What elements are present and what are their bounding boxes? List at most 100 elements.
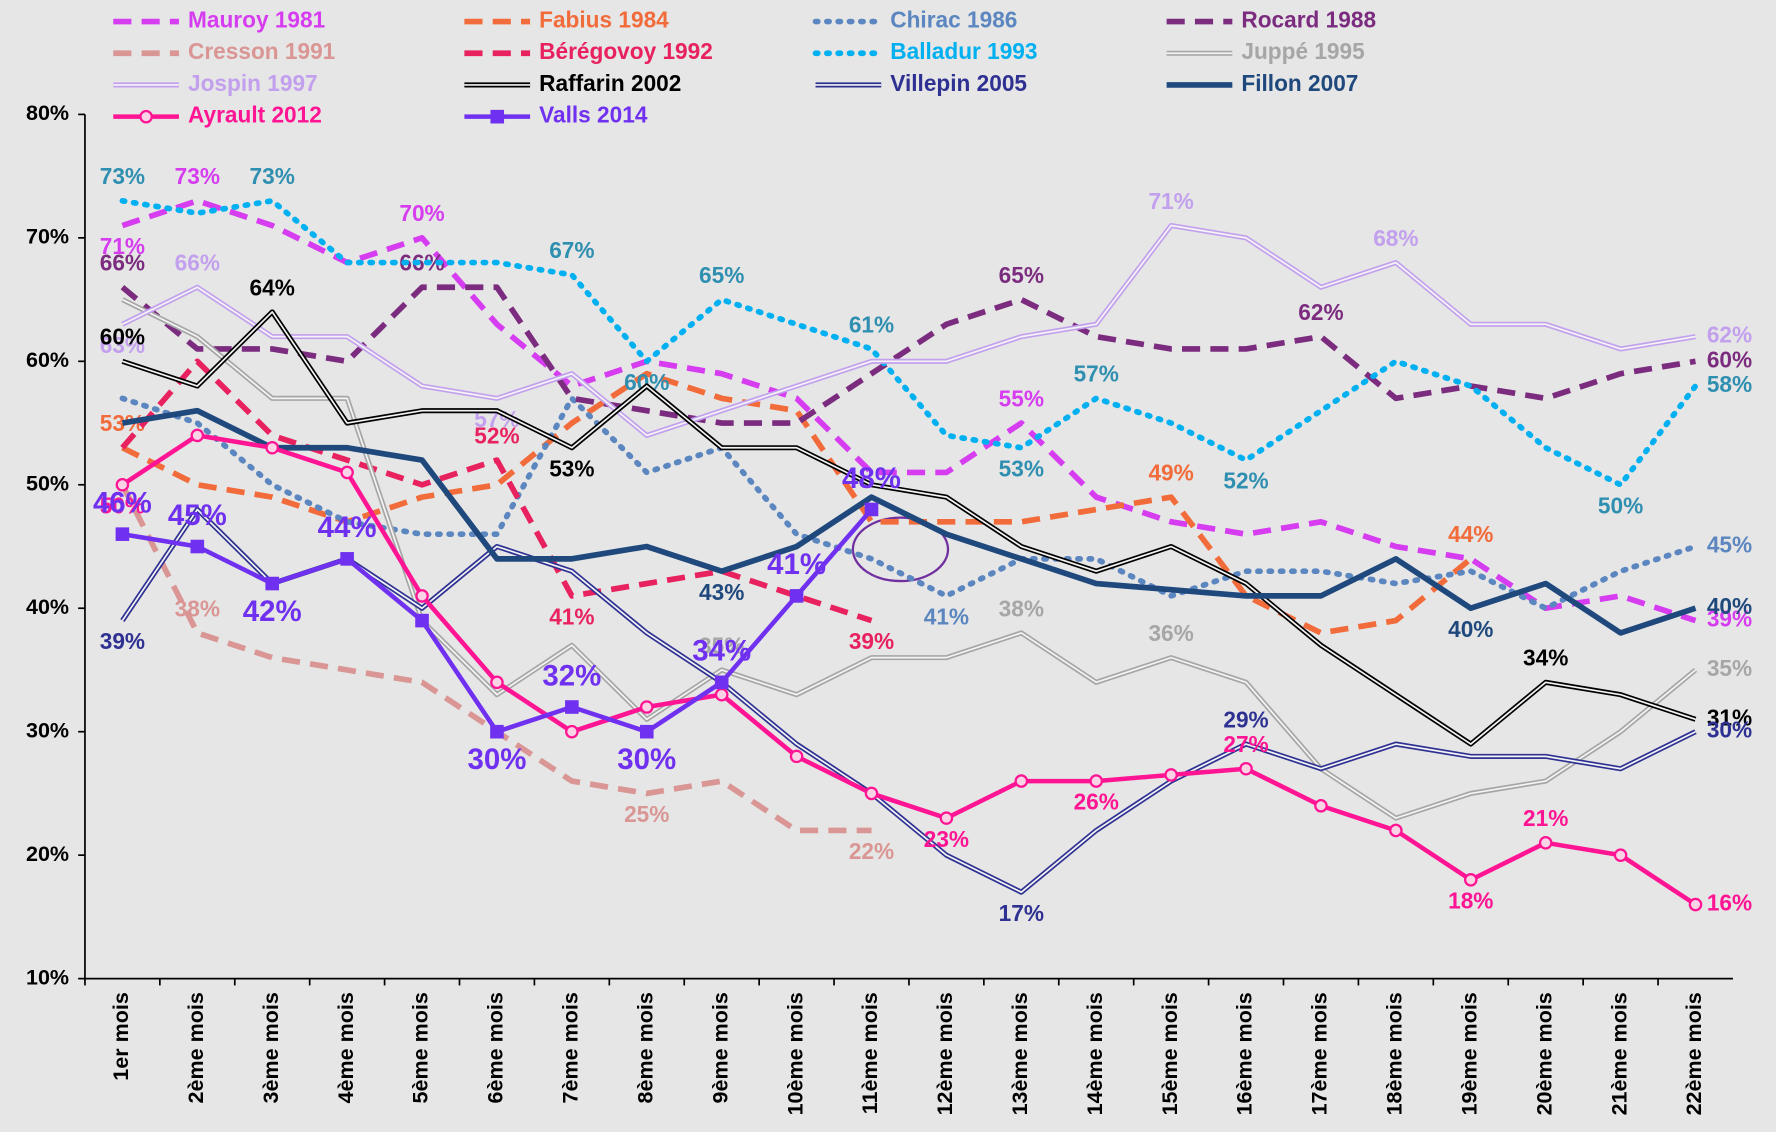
data-label: 30% [467, 743, 526, 776]
data-label: 27% [1223, 731, 1268, 757]
point-marker [565, 724, 579, 739]
point-marker [1389, 823, 1403, 838]
x-tick-label: 20ème mois [1532, 992, 1556, 1115]
series-line [119, 197, 1699, 488]
data-label: 53% [999, 455, 1044, 481]
legend-marker [490, 109, 505, 124]
y-tick-label: 50% [26, 471, 69, 495]
data-label: 22% [849, 838, 894, 864]
x-tick-label: 4ème mois [334, 992, 358, 1103]
x-tick-label: 13ème mois [1008, 992, 1032, 1115]
x-tick-label: 6ème mois [484, 992, 508, 1103]
data-label: 71% [1148, 188, 1193, 214]
highlight-ellipse [851, 516, 950, 583]
series-line-inner [122, 224, 1696, 437]
data-label: 38% [175, 595, 220, 621]
y-tick-label: 20% [26, 842, 69, 866]
point-marker [1463, 873, 1478, 887]
x-tick-label: 21ème mois [1607, 992, 1631, 1115]
point-marker [1613, 848, 1628, 862]
data-label: 66% [175, 250, 220, 276]
data-label: 61% [849, 311, 894, 337]
x-tick-label: 5ème mois [409, 992, 433, 1103]
x-tick-label: 16ème mois [1233, 992, 1257, 1115]
data-label: 66% [100, 250, 145, 276]
data-label: 50% [100, 492, 145, 518]
data-label: 53% [549, 455, 594, 481]
data-label: 57% [1074, 361, 1119, 387]
data-label: 46% [93, 486, 152, 519]
data-label: 60% [100, 324, 145, 350]
point-marker [639, 724, 654, 739]
data-label: 30% [1707, 717, 1752, 743]
series-line [121, 433, 1697, 907]
legend-label: Valls 2014 [539, 102, 648, 128]
point-marker [190, 428, 205, 443]
point-marker [939, 811, 954, 825]
data-label: 44% [1448, 521, 1493, 547]
y-tick-label: 60% [26, 348, 69, 372]
legend-label: Fabius 1984 [539, 7, 669, 33]
x-tick-label: 17ème mois [1308, 992, 1332, 1115]
data-label: 31% [1707, 704, 1752, 730]
data-label: 73% [250, 163, 295, 189]
point-marker [340, 465, 354, 480]
data-label: 23% [924, 826, 969, 852]
point-marker [1688, 897, 1703, 912]
series-line-inner [121, 508, 1696, 894]
legend-marker [139, 109, 153, 124]
point-marker [340, 552, 354, 566]
data-label: 35% [699, 632, 744, 658]
series-line-inner [122, 311, 1696, 745]
y-tick-label: 30% [26, 718, 69, 742]
data-label: 40% [1707, 593, 1752, 619]
data-label: 44% [318, 511, 377, 544]
data-label: 58% [1707, 371, 1752, 397]
point-marker [265, 440, 280, 455]
data-label: 70% [399, 200, 444, 226]
x-tick-label: 7ème mois [559, 992, 583, 1103]
plot: 10% 20% 30% 40% 50% 60% 70% 80% 1er mois 2ème moi… [26, 101, 1752, 1115]
point-marker [1089, 774, 1104, 788]
data-label: 34% [1523, 645, 1568, 671]
legend-label: Bérégovoy 1992 [539, 38, 713, 64]
x-tick-label: 1er mois [109, 992, 133, 1081]
data-label: 62% [1298, 299, 1343, 325]
point-marker [864, 502, 879, 517]
data-label: 48% [842, 462, 901, 495]
legend-label: Ayrault 2012 [188, 102, 322, 128]
data-label: 41% [549, 604, 594, 630]
data-label: 39% [849, 628, 894, 654]
point-marker [1164, 768, 1178, 782]
data-label: 60% [1707, 346, 1752, 372]
data-label: 30% [617, 743, 676, 776]
point-marker [265, 576, 280, 591]
data-label: 50% [1598, 492, 1643, 518]
point-marker [115, 527, 130, 541]
point-marker [115, 477, 130, 492]
x-tick-label: 12ème mois [933, 992, 957, 1115]
x-tick-label: 14ème mois [1083, 992, 1107, 1115]
data-label: 71% [100, 233, 145, 259]
data-label: 26% [1074, 789, 1119, 815]
data-label: 16% [1707, 890, 1752, 916]
x-tick-label: 11ème mois [858, 992, 882, 1114]
data-label: 42% [243, 595, 302, 628]
data-label: 52% [474, 422, 519, 448]
x-tick-label: 15ème mois [1158, 992, 1182, 1115]
y-tick-label: 80% [26, 101, 69, 125]
x-tick-label: 19ème mois [1457, 992, 1481, 1115]
legend-label: Rocard 1988 [1241, 7, 1376, 33]
legend-label: Juppé 1995 [1241, 38, 1364, 64]
point-marker [789, 589, 804, 603]
point-marker [1314, 798, 1328, 813]
x-tick-label: 22ème mois [1682, 992, 1706, 1115]
data-label: 63% [100, 332, 145, 358]
legend-label: Balladur 1993 [890, 38, 1037, 64]
point-marker [565, 700, 579, 714]
y-tick-label: 40% [26, 595, 69, 619]
data-label: 17% [999, 900, 1044, 926]
point-marker [415, 613, 429, 628]
x-tick-label: 8ème mois [633, 992, 657, 1103]
